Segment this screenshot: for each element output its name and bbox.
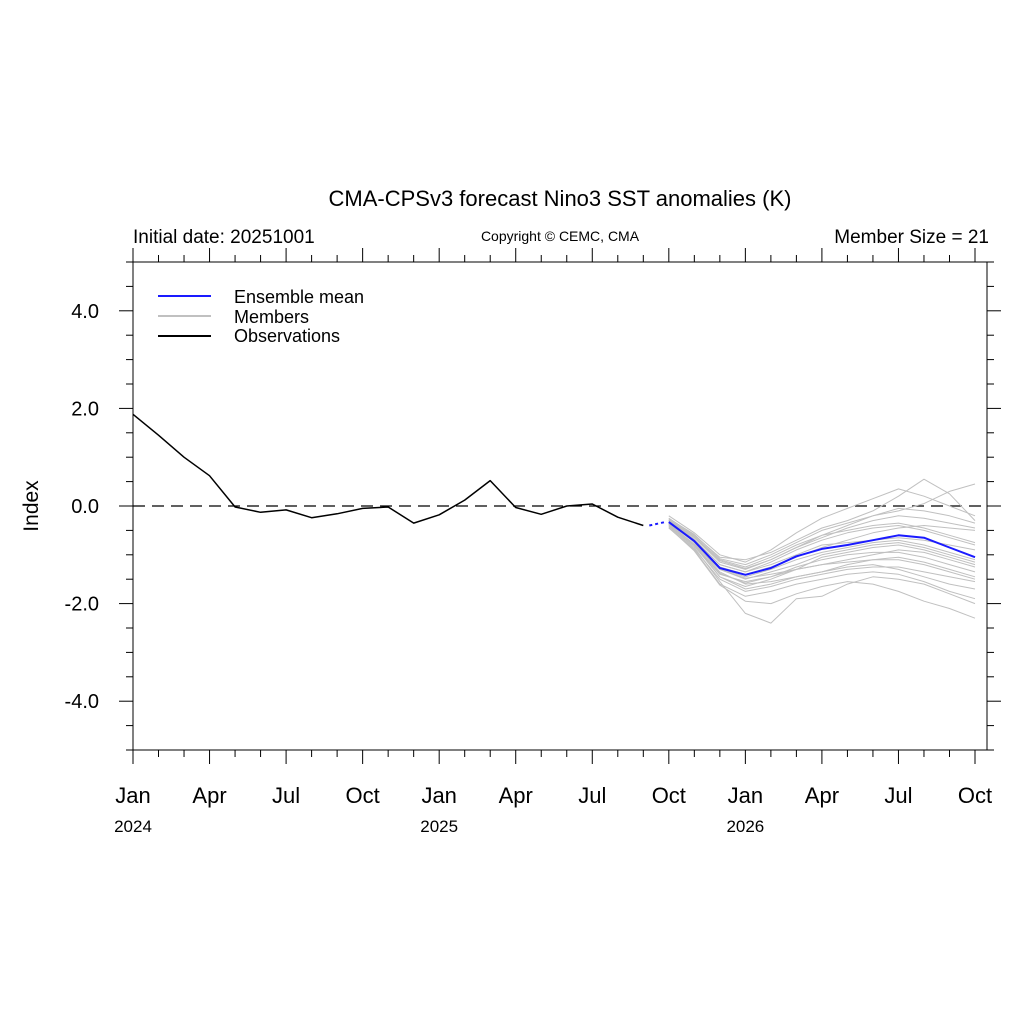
y-tick-label: 0.0 xyxy=(71,496,99,518)
member-line xyxy=(668,523,976,584)
x-year-label: 2025 xyxy=(420,817,458,836)
x-tick-label: Jan xyxy=(728,783,763,808)
x-tick-label: Apr xyxy=(805,783,839,808)
member-line xyxy=(668,521,976,580)
member-line xyxy=(668,515,976,569)
x-tick-label: Jan xyxy=(421,783,456,808)
initial-date-label: Initial date: 20251001 xyxy=(133,227,315,248)
x-tick-label: Jul xyxy=(578,783,606,808)
member-line xyxy=(668,507,976,566)
x-tick-label: Oct xyxy=(958,783,992,808)
member-line xyxy=(668,525,976,624)
x-tick-label: Oct xyxy=(346,783,380,808)
legend: Ensemble mean Members Observations xyxy=(158,287,364,346)
y-tick-label: -2.0 xyxy=(65,594,99,616)
legend-label-members: Members xyxy=(234,307,309,327)
x-tick-label: Oct xyxy=(652,783,686,808)
legend-label-ensemble-mean: Ensemble mean xyxy=(234,287,364,307)
chart-title: CMA-CPSv3 forecast Nino3 SST anomalies (… xyxy=(329,186,792,211)
member-line xyxy=(668,519,976,568)
observations-line xyxy=(132,413,644,527)
member-line xyxy=(668,525,976,590)
x-tick-label: Jan xyxy=(115,783,150,808)
member-line xyxy=(668,520,976,573)
y-axis-label: Index xyxy=(20,480,43,532)
member-size-label: Member Size = 21 xyxy=(834,227,989,248)
member-line xyxy=(668,527,976,619)
x-tick-label: Jul xyxy=(884,783,912,808)
y-tick-label: 2.0 xyxy=(71,398,99,420)
y-tick-label: 4.0 xyxy=(71,301,99,323)
member-line xyxy=(668,526,976,592)
plot-area: 4.0 2.0 0.0 -2.0 -4.0 Jan Apr Jul Oct Jan Apr Jul Oc… xyxy=(65,248,1001,836)
member-line xyxy=(668,478,976,561)
forecast-connector xyxy=(649,521,666,527)
copyright-label: Copyright © CEMC, CMA xyxy=(481,228,640,244)
ensemble-mean-line xyxy=(668,521,976,576)
x-tick-label: Apr xyxy=(192,783,226,808)
member-line xyxy=(668,488,976,563)
y-tick-label: -4.0 xyxy=(65,691,99,713)
x-year-label: 2026 xyxy=(726,817,764,836)
x-tick-label: Apr xyxy=(499,783,533,808)
legend-label-observations: Observations xyxy=(234,326,340,346)
x-year-label: 2024 xyxy=(114,817,152,836)
x-tick-label: Jul xyxy=(272,783,300,808)
member-line xyxy=(668,527,976,600)
